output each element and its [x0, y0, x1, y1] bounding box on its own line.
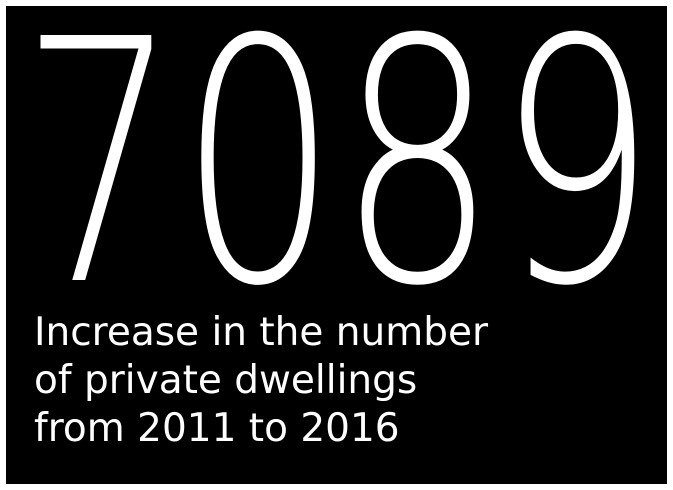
- caption-line-1: Increase in the number: [34, 310, 489, 355]
- caption-line-2: of private dwellings: [34, 358, 418, 403]
- stat-value: 7089: [20, 8, 656, 308]
- caption-line-3: from 2011 to 2016: [34, 406, 400, 451]
- stat-value-text: 7089: [20, 8, 656, 308]
- stat-card: 7089 Increase in the number of private d…: [6, 6, 667, 484]
- stat-caption: Increase in the number of private dwelli…: [34, 309, 654, 453]
